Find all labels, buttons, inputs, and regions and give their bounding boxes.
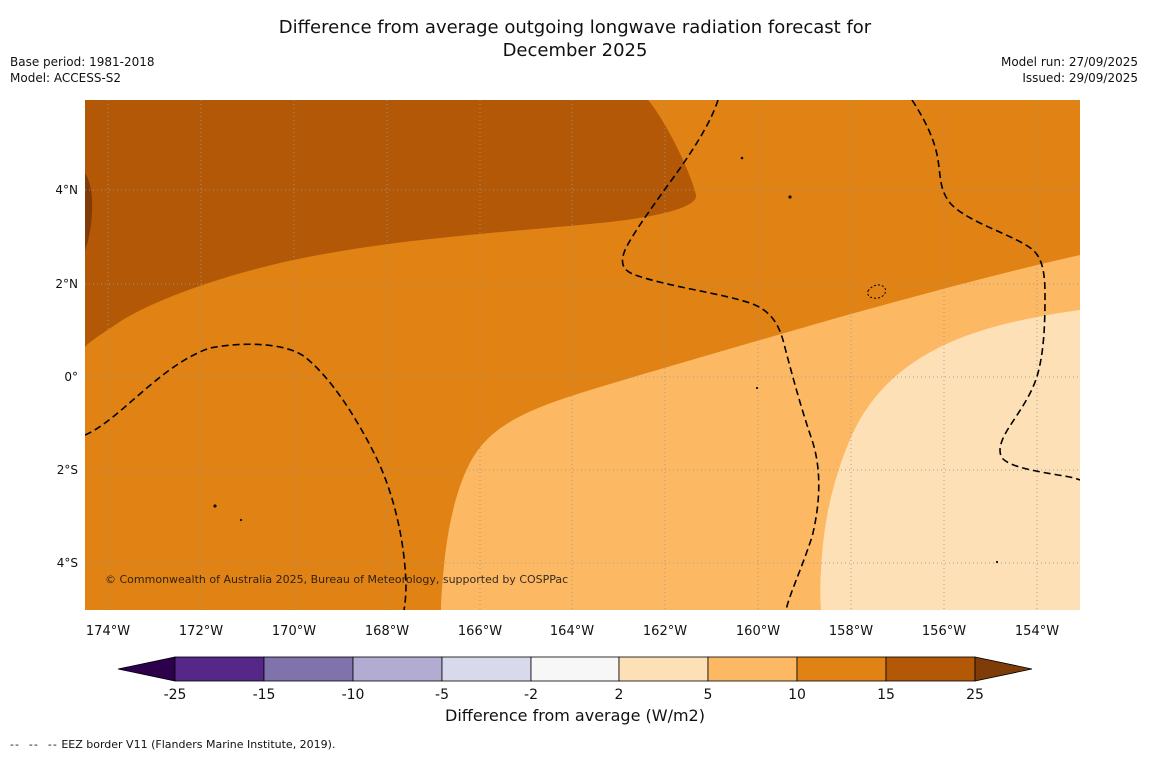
lon-tick-label: 162°W <box>643 624 687 639</box>
colorbar-tick-label: 25 <box>966 687 984 703</box>
island-dot <box>995 560 999 564</box>
meta-left: Base period: 1981-2018 Model: ACCESS-S2 <box>10 54 155 86</box>
colorbar-segment <box>263 656 354 682</box>
eez-legend-dashes: -- -- -- <box>10 738 58 751</box>
chart-title-text: Difference from average outgoing longwav… <box>278 17 872 62</box>
page-title: Difference from average outgoing longwav… <box>0 16 1150 63</box>
issued-label: Issued: 29/09/2025 <box>1022 71 1138 86</box>
island-dot <box>239 518 243 522</box>
colorbar-segment <box>707 656 798 682</box>
eez-border-east <box>911 100 1080 481</box>
band-2-5-region <box>820 310 1080 610</box>
lon-tick-label: 170°W <box>272 624 316 639</box>
lat-tick-label: 0° <box>64 370 78 384</box>
colorbar-segment <box>530 656 620 682</box>
colorbar-segment <box>174 656 265 682</box>
lat-tick-label: 4°N <box>55 183 78 197</box>
watermark: © Commonwealth of Australia 2025, Bureau… <box>105 573 568 586</box>
meta-right: Model run: 27/09/2025 Issued: 29/09/2025 <box>1001 54 1138 86</box>
colorbar-under-arrow <box>117 656 176 682</box>
base-period-label: Base period: 1981-2018 <box>10 55 155 69</box>
band-15-25-region <box>85 100 697 347</box>
island-dot <box>755 386 759 390</box>
model-label: Model: ACCESS-S2 <box>10 71 122 86</box>
colorbar-caption: Difference from average (W/m2) <box>445 706 705 725</box>
colorbar-tick-label: -10 <box>342 687 365 703</box>
colorbar-ticks: -25 -15 -10 -5 -2 2 5 10 15 25 <box>164 687 984 703</box>
island-dots <box>213 156 999 564</box>
eez-legend: -- -- -- EEZ border V11 (Flanders Marine… <box>10 738 335 751</box>
colorbar-tick-label: -2 <box>524 687 538 703</box>
atoll-outline <box>867 284 887 299</box>
band-over-25-region <box>85 173 93 250</box>
lon-tick-label: 160°W <box>736 624 780 639</box>
colorbar-tick-label: 15 <box>877 687 895 703</box>
island-dot <box>788 195 792 199</box>
colorbar-segment <box>796 656 887 682</box>
lon-tick-label: 166°W <box>458 624 502 639</box>
lon-tick-label: 164°W <box>550 624 594 639</box>
colorbar-over-arrow <box>974 656 1033 682</box>
colorbar-tick-label: -5 <box>435 687 449 703</box>
colorbar-tick-label: 5 <box>704 687 713 703</box>
colorbar-tick-label: -25 <box>164 687 187 703</box>
colorbar-tick-label: -15 <box>253 687 276 703</box>
model-run-label: Model run: 27/09/2025 <box>1000 55 1138 69</box>
colorbar-tick-label: 10 <box>788 687 806 703</box>
eez-border-central <box>621 100 820 610</box>
lon-axis: 174°W 172°W 170°W 168°W 166°W 164°W 162°… <box>86 624 1059 639</box>
island-dot <box>740 156 744 160</box>
colorbar-tick-label: 2 <box>615 687 624 703</box>
lon-tick-label: 174°W <box>86 624 130 639</box>
lat-tick-label: 2°S <box>57 463 78 477</box>
colorbar-segment <box>618 656 709 682</box>
lat-axis: 4°N 2°N 0° 2°S 4°S <box>55 183 78 570</box>
contour-map: © Commonwealth of Australia 2025, Bureau… <box>55 100 1080 639</box>
lon-tick-label: 158°W <box>829 624 873 639</box>
lon-tick-label: 168°W <box>365 624 409 639</box>
colorbar-segment <box>352 656 443 682</box>
lon-tick-label: 172°W <box>179 624 223 639</box>
colorbar-segment <box>885 656 976 682</box>
island-dot <box>213 504 217 508</box>
colorbar: -25 -15 -10 -5 -2 2 5 10 15 25 <box>117 656 1033 703</box>
lat-tick-label: 4°S <box>57 556 78 570</box>
colorbar-segment <box>441 656 532 682</box>
lon-tick-label: 156°W <box>922 624 966 639</box>
eez-legend-label: EEZ border V11 (Flanders Marine Institut… <box>61 738 336 751</box>
eez-border-west <box>85 343 407 610</box>
lon-tick-label: 154°W <box>1015 624 1059 639</box>
lat-tick-label: 2°N <box>55 277 78 291</box>
